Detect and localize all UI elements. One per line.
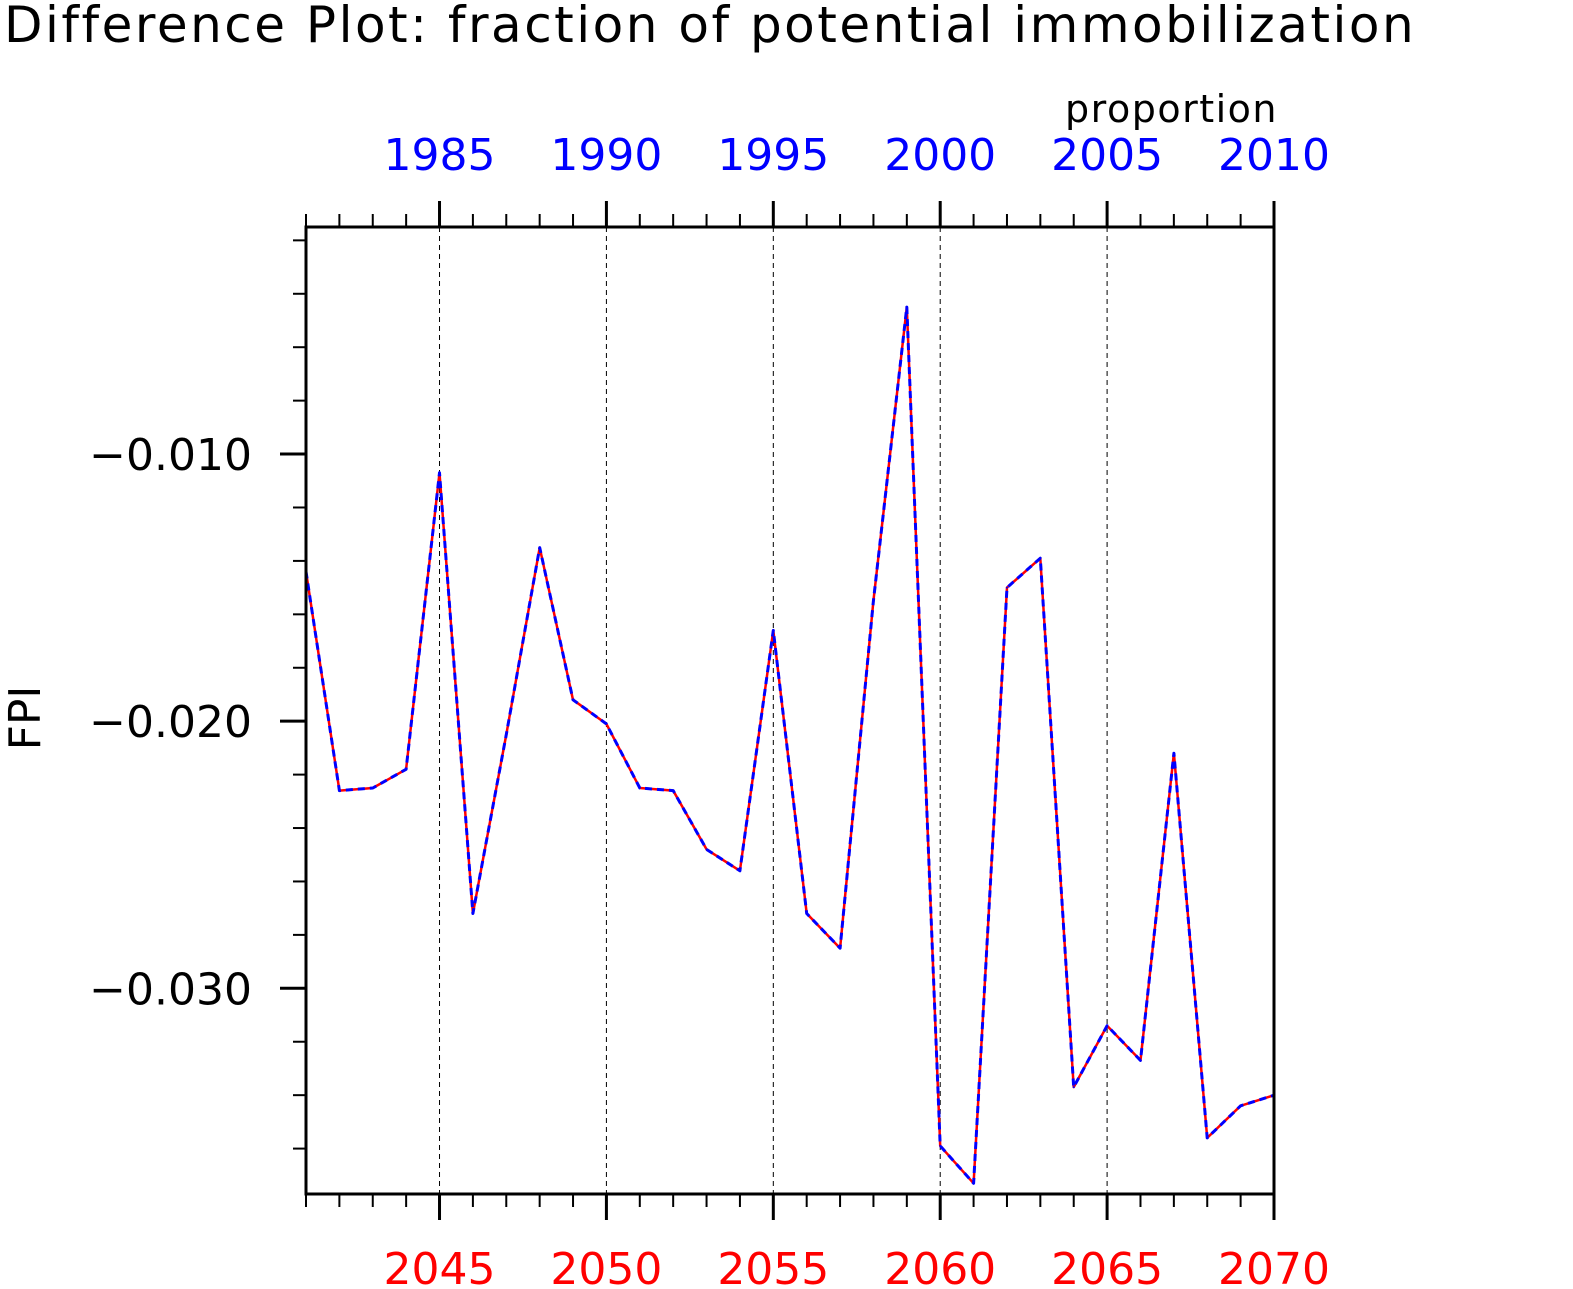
y-tick-label: −0.030 [89, 964, 252, 1015]
axes [280, 201, 1276, 1220]
data-point-blue-1985 [438, 471, 441, 474]
top-tick-label-2000: 2000 [884, 130, 996, 181]
data-point-blue-1988 [538, 546, 541, 549]
y-tick-label: −0.020 [89, 697, 252, 748]
data-point-blue-2004 [1072, 1086, 1075, 1089]
data-point-blue-2007 [1172, 752, 1175, 755]
data-point-blue-2005 [1106, 1024, 1109, 1027]
y-axis-label: FPI [0, 686, 51, 751]
data-point-blue-1991 [638, 786, 641, 789]
data-point-blue-1999 [905, 306, 908, 309]
top-tick-label-1995: 1995 [717, 130, 829, 181]
plot-frame [304, 225, 1276, 1196]
data-point-blue-2000 [939, 1144, 942, 1147]
data-point-blue-1998 [872, 599, 875, 602]
data-point-blue-1986 [471, 912, 474, 915]
bottom-tick-label-2045: 2045 [384, 1244, 496, 1289]
data-point-blue-1987 [505, 733, 508, 736]
data-point-blue-2008 [1206, 1136, 1209, 1139]
data-point-blue-1996 [805, 912, 808, 915]
data-point-blue-1989 [572, 698, 575, 701]
data-point-blue-2002 [1005, 586, 1008, 589]
data-point-blue-1993 [705, 848, 708, 851]
data-point-blue-1995 [772, 629, 775, 632]
units-label: proportion [1065, 87, 1278, 131]
bottom-tick-label-2055: 2055 [717, 1244, 829, 1289]
data-point-blue-2009 [1239, 1104, 1242, 1107]
bottom-tick-label-2065: 2065 [1051, 1244, 1163, 1289]
data-point-blue-2001 [972, 1182, 975, 1185]
bottom-tick-label-2060: 2060 [884, 1244, 996, 1289]
data-point-blue-1984 [405, 768, 408, 771]
data-point-blue-1997 [839, 947, 842, 950]
series-line-red-solid [304, 305, 1275, 1185]
y-tick-label: −0.010 [89, 430, 252, 481]
chart-title: Difference Plot: fraction of potential i… [4, 0, 1416, 54]
data-point-blue-1983 [371, 786, 374, 789]
series-lines [304, 305, 1275, 1185]
data-point-blue-1992 [672, 789, 675, 792]
bottom-tick-label-2070: 2070 [1218, 1244, 1330, 1289]
top-tick-label-1990: 1990 [550, 130, 662, 181]
data-point-blue-1994 [738, 869, 741, 872]
data-point-blue-2003 [1039, 557, 1042, 560]
top-tick-label-2005: 2005 [1051, 130, 1163, 181]
series-line-blue-dashed [304, 305, 1275, 1185]
data-point-blue-1990 [605, 722, 608, 725]
bottom-tick-label-2050: 2050 [550, 1244, 662, 1289]
top-tick-label-1985: 1985 [384, 130, 496, 181]
data-point-blue-2006 [1139, 1059, 1142, 1062]
tick-labels: −0.010 −0.020 −0.030 1985 1990 1995 2000 2005 20… [89, 130, 1330, 1289]
data-point-blue-1982 [338, 789, 341, 792]
vertical-grid [439, 227, 1108, 1194]
top-tick-label-2010: 2010 [1218, 130, 1330, 181]
